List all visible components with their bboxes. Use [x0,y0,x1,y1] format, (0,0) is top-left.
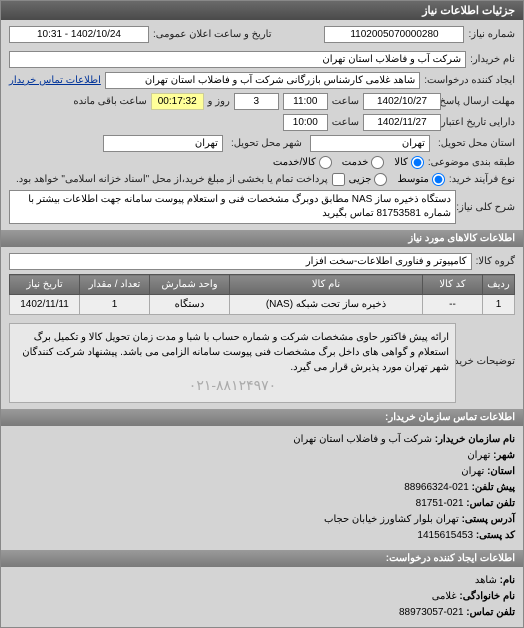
td-name: ذخیره ساز تحت شبکه (NAS) [230,295,423,315]
ccity-value: تهران [467,450,490,461]
postal-label: کد پستی: [476,530,515,541]
packing-radio-group: کالا خدمت کالا/خدمت [273,156,424,169]
goods-group-field: کامپیوتر و فناوری اطلاعات-سخت افزار [9,253,472,270]
th-date: تاریخ نیاز [10,275,80,295]
creator-contact-list: نام: شاهد نام خانوادگی: غلامی تلفن تماس:… [9,573,515,621]
packing-radio-0[interactable] [411,156,424,169]
td-qty: 1 [80,295,150,315]
general-label: شرح کلی نیاز: [460,202,515,213]
ptype-radio-group: متوسط جزیی [349,173,445,186]
countdown-timer: 00:17:32 [151,93,204,110]
contact-section-header: اطلاعات تماس سازمان خریدار: [1,409,523,426]
time-label-2: ساعت [332,117,359,128]
delivery-province-label: استان محل تحویل: [438,138,515,149]
prephone-label: پیش تلفن: [472,482,515,493]
buyer-contact-link[interactable]: اطلاعات تماس خریدار [9,75,101,86]
pub-dt-field: 1402/10/24 - 10:31 [9,26,149,43]
delivery-city-label: شهر محل تحویل: [231,138,302,149]
address-value: تهران بلوار کشاورز خیابان حجاب [324,514,459,525]
send-time-field: 11:00 [283,93,328,110]
delivery-province-field: تهران [310,135,430,152]
cprovince-label: استان: [487,466,515,477]
buyer-notes-box: ارائه پیش فاکتور حاوی مشخصات شرکت و شمار… [9,323,456,403]
watermark-phone: ۰۲۱-۸۸۱۲۴۹۷۰ [16,375,449,396]
address-label: آدرس پستی: [462,514,515,525]
lname-value: غلامی [432,591,457,602]
pub-dt-label: تاریخ و ساعت اعلان عمومی: [153,29,272,40]
fname-label: نام: [500,575,515,586]
send-deadline-label: مهلت ارسال پاسخ: تا تاریخ: [445,96,515,107]
crphone-label: تلفن تماس: [466,607,515,618]
th-name: نام کالا [230,275,423,295]
goods-table: ردیف کد کالا نام کالا واحد شمارش تعداد /… [9,274,515,315]
send-date-field: 1402/10/27 [363,93,441,110]
packing-label: طبقه بندی موضوعی: [428,157,515,168]
panel-title: جزئیات اطلاعات نیاز [1,1,523,20]
fname-value: شاهد [475,575,497,586]
th-unit: واحد شمارش [150,275,230,295]
crphone-value: 021-88973057 [399,607,464,618]
td-code: -- [423,295,483,315]
table-header-row: ردیف کد کالا نام کالا واحد شمارش تعداد /… [10,275,515,295]
td-date: 1402/11/11 [10,295,80,315]
ptype-note: پرداخت تمام یا بخشی از مبلغ خرید،از محل … [16,174,328,185]
days-remaining-field: 3 [234,93,279,110]
cprovince-value: تهران [461,466,484,477]
validity-label: دارایی تاریخ اعتبار قیمت: تا تاریخ: [445,117,515,128]
ptype-radio-0[interactable] [432,173,445,186]
ccity-label: شهر: [493,450,515,461]
td-unit: دستگاه [150,295,230,315]
packing-radio-1[interactable] [371,156,384,169]
packing-option-service[interactable]: خدمت [342,156,385,169]
validity-time-field: 10:00 [283,114,328,131]
packing-option-goods[interactable]: کالا [394,156,424,169]
org-value: شرکت آب و فاضلاب استان تهران [293,434,432,445]
creator-field: شاهد غلامی کارشناس بازرگانی شرکت آب و فا… [105,72,420,89]
contact-list: نام سازمان خریدار: شرکت آب و فاضلاب استا… [9,432,515,544]
th-row: ردیف [483,275,515,295]
time-label-1: ساعت [332,96,359,107]
day-label: روز و [208,96,230,107]
treasury-checkbox[interactable] [332,173,345,186]
creator-section-header: اطلاعات ایجاد کننده درخواست: [1,550,523,567]
ptype-radio-1[interactable] [374,173,387,186]
buyer-name-label: نام خریدار: [470,54,515,65]
cphone-label: تلفن تماس: [466,498,515,509]
goods-section-header: اطلاعات کالاهای مورد نیاز [1,230,523,247]
delivery-city-field: تهران [103,135,223,152]
prephone-value: 021-88966324 [404,482,469,493]
th-code: کد کالا [423,275,483,295]
packing-option-both[interactable]: کالا/خدمت [273,156,332,169]
req-no-label: شماره نیاز: [468,29,515,40]
details-panel: جزئیات اطلاعات نیاز شماره نیاز: 11020050… [0,0,524,628]
req-no-field: 1102005070000280 [324,26,464,43]
ptype-option-0[interactable]: متوسط [397,173,444,186]
buyer-notes-text: ارائه پیش فاکتور حاوی مشخصات شرکت و شمار… [16,330,449,375]
lname-label: نام خانوادگی: [459,591,515,602]
ptype-option-1[interactable]: جزیی [349,173,388,186]
goods-group-label: گروه کالا: [476,256,515,267]
buyer-notes-label: توضیحات خریدار: [460,356,515,367]
remaining-label: ساعت باقی مانده [73,96,146,107]
td-row: 1 [483,295,515,315]
table-row: 1 -- ذخیره ساز تحت شبکه (NAS) دستگاه 1 1… [10,295,515,315]
postal-value: 1415615453 [417,530,473,541]
ptype-label: نوع فرآیند خرید: [449,174,515,185]
packing-radio-2[interactable] [319,156,332,169]
creator-label: ایجاد کننده درخواست: [424,75,515,86]
th-qty: تعداد / مقدار [80,275,150,295]
general-text-field: دستگاه ذخیره ساز NAS مطابق دوبرگ مشخصات … [9,190,456,224]
panel-body: شماره نیاز: 1102005070000280 تاریخ و ساع… [1,20,523,627]
org-label: نام سازمان خریدار: [435,434,515,445]
cphone-value: 021-81751 [416,498,464,509]
validity-date-field: 1402/11/27 [363,114,441,131]
buyer-name-field: شرکت آب و فاضلاب استان تهران [9,51,466,68]
